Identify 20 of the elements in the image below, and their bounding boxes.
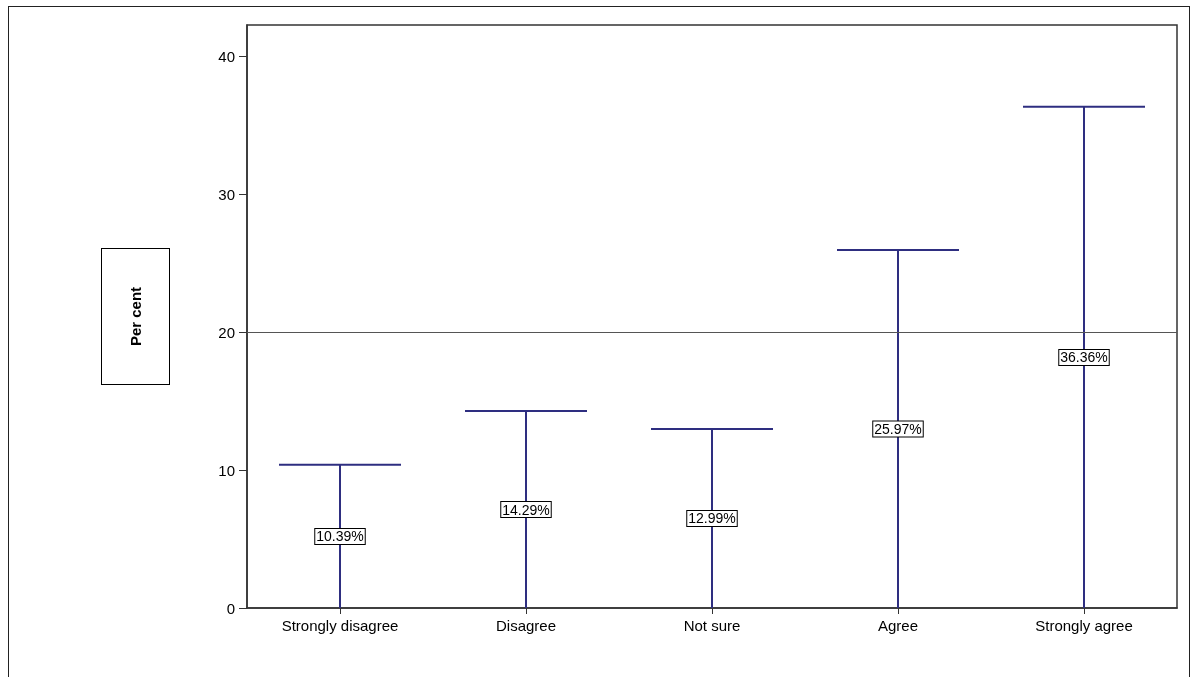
y-tick-label: 10 [218,461,235,479]
y-axis-title: Per cent [127,286,144,347]
x-tick-label: Disagree [495,617,557,634]
data-label: 25.97% [874,421,922,438]
bar [711,428,713,608]
data-label: 14.29% [502,501,550,518]
data-label: 10.39% [316,528,364,545]
data-label: 12.99% [688,510,736,527]
x-tick-label: Agree [877,617,919,634]
x-tick-label: Strongly disagree [281,617,399,634]
y-tick-label: 20 [218,323,235,341]
y-tick-label: 40 [218,48,235,66]
data-label: 36.36% [1060,349,1108,366]
x-tick-label: Not sure [683,617,741,634]
y-tick-label: 30 [218,186,235,204]
bar [525,411,527,608]
y-tick-label: 0 [226,599,235,617]
bar [897,250,899,608]
bar [1083,106,1085,608]
x-tick-label: Strongly agree [1035,617,1133,634]
